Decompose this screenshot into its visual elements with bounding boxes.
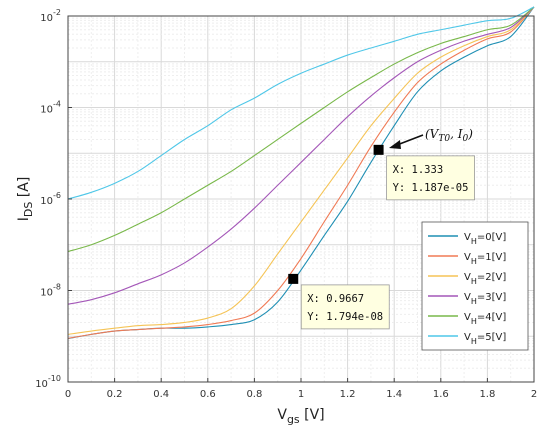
legend-entry: VH=4[V] [464,312,506,326]
legend-entry: VH=1[V] [464,252,506,266]
legend-box [421,221,529,351]
datatip-x-text: X: 1.333 [393,164,444,176]
datatip-y-text: Y: 1.794e-08 [307,311,383,323]
annotation-text-sub: T0 [438,134,450,144]
series-line-vh1 [67,6,535,339]
x-axis-label: Vgs [V] [277,407,324,426]
y-tick-label: 10-6 [40,191,61,207]
datatip-box [386,155,475,201]
series-line-vh3 [67,6,535,305]
x-tick-label: 0.2 [107,389,123,400]
series-line-vh2 [67,6,535,335]
datatip-x-text: X: 0.9667 [307,293,364,305]
x-tick-label: 2 [531,389,537,400]
y-tick-label: 10-10 [35,374,61,390]
datatip-box [300,284,390,330]
annotation: (VT0, I0) [389,127,473,149]
series-line-vh4 [67,6,535,253]
x-tick-label: 1.8 [479,389,495,400]
x-tick-label: 0 [65,389,71,400]
x-tick-label: 1.4 [386,389,402,400]
y-tick-label: 10-8 [40,283,61,299]
x-axis-label-sub: gs [287,413,300,426]
datatip-marker[interactable] [288,273,299,284]
annotation-text-sub2: 0 [462,134,468,144]
annotation-arrow-head [389,140,401,149]
x-tick-label: 1.2 [340,389,356,400]
annotation-text-end: ) [467,127,473,141]
legend-entry: VH=2[V] [464,272,506,286]
legend-entry: VH=5[V] [464,332,506,346]
legend-entry: VH=0[V] [464,232,506,246]
legend: VH=0[V] VH=1[V] VH=2[V] VH=3[V] VH=4[V] VH=5[… [421,221,529,351]
x-axis-label-unit: [V] [300,407,325,423]
x-tick-label: 0.8 [246,389,262,400]
x-ticks: 0 0.2 0.4 0.6 0.8 1 1.2 1.4 1.6 1.8 2 [65,378,537,400]
datatip-y-text: Y: 1.187e-05 [393,182,469,194]
y-tick-label: 10-4 [40,100,61,116]
datatips: X: 0.9667 Y: 1.794e-08 X: 1.333 Y: 1.187e-0… [288,144,475,330]
y-axis-label-unit: [A] [16,177,32,202]
x-tick-label: 0.4 [153,389,169,400]
series-line-vh5 [67,6,535,200]
y-axis-label: IDS [A] [16,177,35,222]
x-tick-label: 0.6 [200,389,216,400]
annotation-text-main: (V [425,127,440,141]
x-axis-label-main: V [277,407,287,423]
x-tick-label: 1 [298,389,304,400]
series-lines [67,6,535,340]
datatip-marker[interactable] [373,144,384,155]
y-tick-label: 10-2 [40,8,61,24]
x-tick-label: 1.6 [433,389,449,400]
y-ticks: 10-10 10-8 10-6 10-4 10-2 [35,8,72,390]
legend-entry: VH=3[V] [464,292,506,306]
annotation-arrow-line [396,134,424,146]
annotation-text: (VT0, I0) [425,127,473,144]
annotation-text-tail: , I [450,127,463,141]
y-axis-label-sub: DS [22,202,35,217]
y-axis-label-main: I [16,217,32,221]
